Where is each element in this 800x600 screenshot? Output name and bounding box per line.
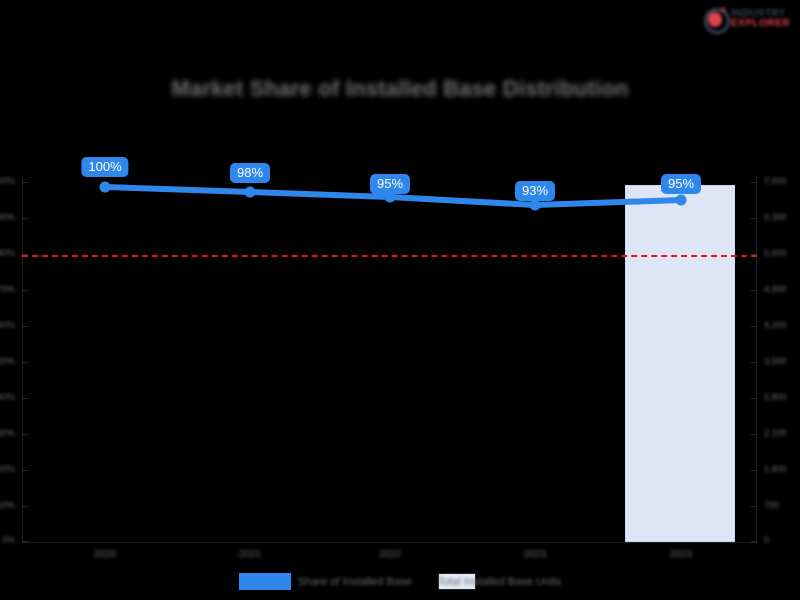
data-label: 93% bbox=[514, 181, 556, 201]
y-tick-left bbox=[22, 470, 28, 471]
y-axis-left-label: 90% bbox=[0, 212, 15, 222]
y-axis-left-label: 50% bbox=[0, 356, 15, 366]
logo-wordmark: INDUSTRY EXPLORER bbox=[731, 7, 791, 29]
data-label: 100% bbox=[81, 157, 129, 177]
y-axis-right-label: 0 bbox=[764, 535, 770, 545]
legend-swatch-line-icon bbox=[238, 573, 291, 590]
data-label: 98% bbox=[229, 163, 271, 183]
y-tick-left bbox=[22, 290, 28, 291]
y-tick-right bbox=[751, 362, 757, 363]
y-tick-right bbox=[751, 398, 757, 399]
x-axis-label: 2020 bbox=[93, 549, 117, 560]
logo-line-2: EXPLORER bbox=[731, 18, 791, 29]
y-tick-left bbox=[22, 506, 28, 507]
y-axis-right-label: 2,100 bbox=[764, 428, 787, 438]
x-axis-line bbox=[22, 542, 757, 543]
y-axis-right-label: 2,800 bbox=[764, 392, 787, 402]
line-marker[interactable] bbox=[244, 186, 256, 198]
x-axis-label: 2021 bbox=[238, 549, 262, 560]
line-series[interactable] bbox=[22, 175, 757, 542]
legend-label: Total Installed Base Units bbox=[437, 575, 562, 588]
plot-area: 100% 90% 80% 70% 60% 50% 40% 30% 20% 10%… bbox=[0, 157, 787, 560]
logo-mark-icon bbox=[702, 6, 730, 34]
y-tick-left bbox=[22, 541, 28, 542]
y-axis-left-line bbox=[22, 175, 23, 542]
y-tick-left bbox=[22, 434, 28, 435]
y-axis-left-label: 70% bbox=[0, 284, 15, 294]
y-tick-right bbox=[751, 218, 757, 219]
y-tick-right bbox=[751, 254, 757, 255]
logo-line-1: INDUSTRY bbox=[731, 7, 786, 19]
y-axis-left-label: 10% bbox=[0, 500, 15, 510]
data-label: 95% bbox=[369, 174, 411, 194]
y-axis-right-label: 6,300 bbox=[764, 212, 787, 222]
legend-item-line[interactable]: Share of Installed Base bbox=[238, 573, 412, 590]
y-axis-right-line bbox=[756, 175, 757, 542]
y-axis-right-label: 4,900 bbox=[764, 284, 787, 294]
line-marker[interactable] bbox=[675, 194, 687, 206]
y-axis-right-label: 5,600 bbox=[764, 248, 787, 258]
y-axis-left-label: 60% bbox=[0, 320, 15, 330]
line-marker[interactable] bbox=[99, 181, 111, 193]
y-axis-left-label: 20% bbox=[0, 464, 15, 474]
legend-swatch-bar-icon bbox=[437, 573, 476, 590]
y-tick-left bbox=[22, 326, 28, 327]
y-axis-left-label: 40% bbox=[0, 392, 15, 402]
y-tick-right bbox=[751, 434, 757, 435]
y-tick-left bbox=[22, 362, 28, 363]
y-tick-right bbox=[751, 290, 757, 291]
y-axis-right-label: 4,200 bbox=[764, 320, 787, 330]
x-axis-label: 2024 bbox=[669, 549, 693, 560]
data-label: 95% bbox=[660, 174, 702, 194]
x-axis-label: 2023 bbox=[523, 549, 547, 560]
x-axis-label: 2022 bbox=[378, 549, 402, 560]
y-tick-left bbox=[22, 218, 28, 219]
legend-label: Share of Installed Base bbox=[297, 575, 412, 588]
y-axis-left-label: 30% bbox=[0, 428, 15, 438]
y-tick-right bbox=[751, 182, 757, 183]
bar-segment[interactable] bbox=[625, 185, 735, 542]
threshold-line bbox=[22, 255, 757, 257]
y-tick-right bbox=[751, 326, 757, 327]
line-marker[interactable] bbox=[384, 191, 396, 203]
brand-logo: INDUSTRY EXPLORER bbox=[702, 4, 794, 34]
legend-item-bar[interactable]: Total Installed Base Units bbox=[437, 573, 562, 590]
chart-title: Market Share of Installed Base Distribut… bbox=[171, 76, 629, 101]
y-axis-left-label: 0% bbox=[1, 535, 15, 545]
line-marker[interactable] bbox=[529, 199, 541, 211]
y-axis-right-label: 7,000 bbox=[764, 176, 787, 186]
y-axis-right-label: 3,500 bbox=[764, 356, 787, 366]
y-tick-left bbox=[22, 254, 28, 255]
y-tick-right bbox=[751, 541, 757, 542]
y-tick-left bbox=[22, 398, 28, 399]
y-axis-right-label: 1,400 bbox=[764, 464, 787, 474]
y-tick-right bbox=[751, 470, 757, 471]
y-tick-left bbox=[22, 182, 28, 183]
chart-legend: Share of Installed Base Total Installed … bbox=[0, 573, 800, 590]
y-axis-right-label: 700 bbox=[764, 500, 780, 510]
y-axis-left-label: 100% bbox=[0, 176, 15, 186]
y-axis-left-label: 80% bbox=[0, 248, 15, 258]
y-tick-right bbox=[751, 506, 757, 507]
